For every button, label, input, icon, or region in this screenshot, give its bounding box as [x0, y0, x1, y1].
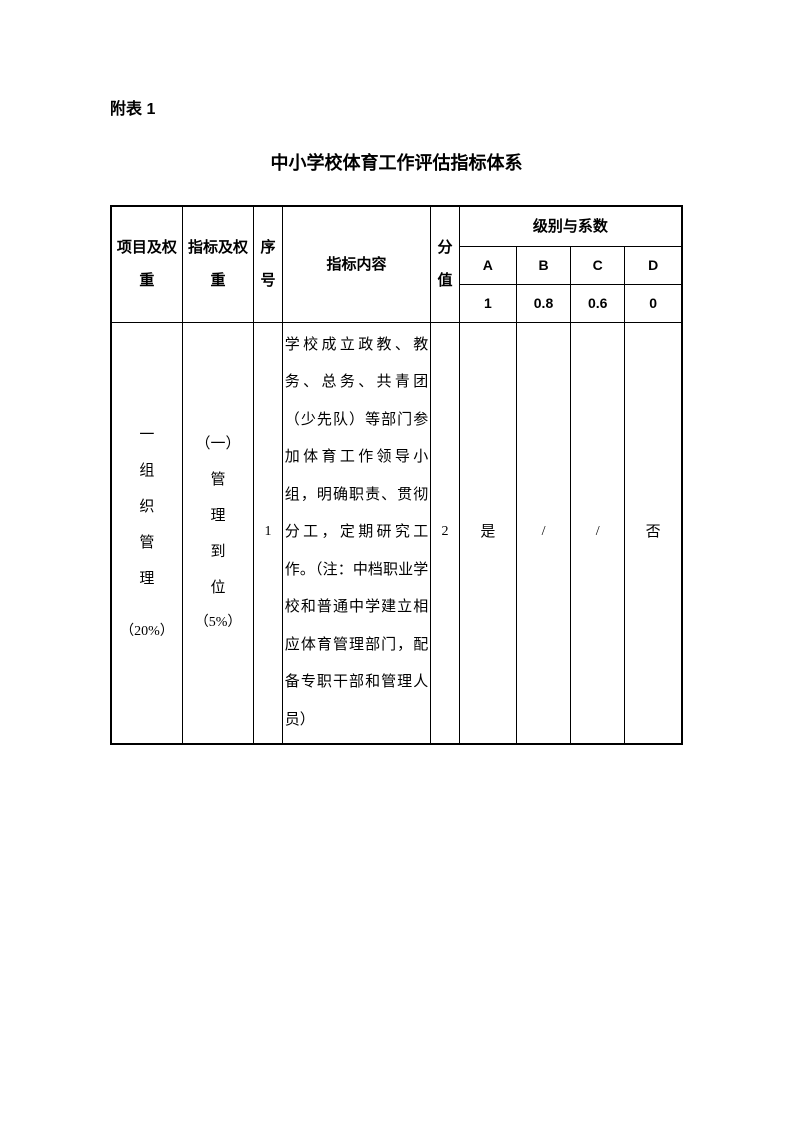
level-C-cell: / — [571, 322, 625, 744]
page-title: 中小学校体育工作评估指标体系 — [110, 149, 683, 175]
project-text: 管 — [114, 525, 180, 561]
level-D-cell: 否 — [625, 322, 682, 744]
indicator-cell: （一） 管 理 到 位 （5%） — [182, 322, 253, 744]
level-A-cell: 是 — [459, 322, 516, 744]
level-A-coef: 1 — [459, 284, 516, 322]
level-C-label: C — [571, 247, 625, 285]
col-header-indicator: 指标及权重 — [182, 206, 253, 322]
col-header-score: 分值 — [431, 206, 460, 322]
project-text: 织 — [114, 489, 180, 525]
indicator-text: 管 — [185, 462, 251, 498]
seq-cell: 1 — [254, 322, 283, 744]
indicator-text: 到 — [185, 534, 251, 570]
score-cell: 2 — [431, 322, 460, 744]
project-cell: 一 组 织 管 理 （20%） — [111, 322, 182, 744]
indicator-text: 位 — [185, 570, 251, 606]
project-weight: （20%） — [114, 615, 180, 649]
project-text: 一 — [114, 417, 180, 453]
col-header-project: 项目及权重 — [111, 206, 182, 322]
level-D-coef: 0 — [625, 284, 682, 322]
col-header-content: 指标内容 — [282, 206, 430, 322]
table-row: 一 组 织 管 理 （20%） （一） 管 理 到 位 （5%） 1 学校成立政… — [111, 322, 682, 744]
indicator-text: （一） — [185, 426, 251, 462]
project-text: 组 — [114, 453, 180, 489]
indicator-weight: （5%） — [185, 606, 251, 640]
level-D-label: D — [625, 247, 682, 285]
col-header-seq: 序号 — [254, 206, 283, 322]
table-header-row-1: 项目及权重 指标及权重 序号 指标内容 分值 级别与系数 — [111, 206, 682, 247]
spacer — [114, 597, 180, 615]
level-B-coef: 0.8 — [516, 284, 570, 322]
level-B-label: B — [516, 247, 570, 285]
evaluation-table: 项目及权重 指标及权重 序号 指标内容 分值 级别与系数 A B C D 1 0… — [110, 205, 683, 745]
project-text: 理 — [114, 561, 180, 597]
content-cell: 学校成立政教、教务、总务、共青团（少先队）等部门参加体育工作领导小组，明确职责、… — [282, 322, 430, 744]
level-C-coef: 0.6 — [571, 284, 625, 322]
appendix-label: 附表 1 — [110, 95, 683, 119]
level-A-label: A — [459, 247, 516, 285]
indicator-text: 理 — [185, 498, 251, 534]
level-B-cell: / — [516, 322, 570, 744]
col-header-level-group: 级别与系数 — [459, 206, 682, 247]
